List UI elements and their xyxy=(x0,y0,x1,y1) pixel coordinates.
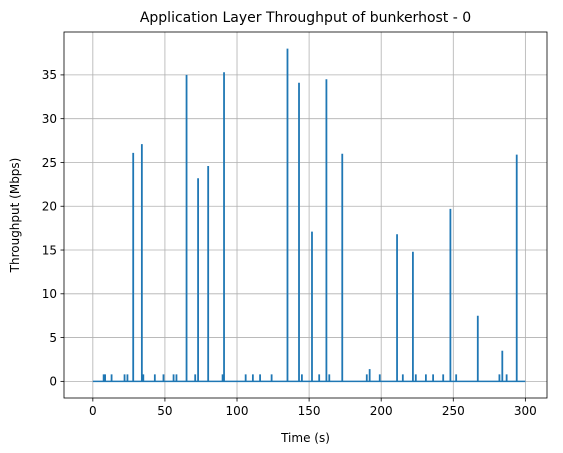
y-axis-label: Throughput (Mbps) xyxy=(8,158,22,274)
y-tick-label: 0 xyxy=(49,375,57,389)
x-tick-label: 50 xyxy=(157,404,172,418)
y-tick-label: 25 xyxy=(42,156,57,170)
chart-title: Application Layer Throughput of bunkerho… xyxy=(140,10,471,26)
y-tick-label: 20 xyxy=(42,200,57,214)
plot-frame xyxy=(63,31,548,399)
x-tick-label: 150 xyxy=(298,404,321,418)
plot-area xyxy=(92,48,526,383)
y-tick-label: 35 xyxy=(42,68,57,82)
x-tick-label: 200 xyxy=(370,404,393,418)
x-axis-ticks: 0 50 100 150 200 250 300 xyxy=(89,398,537,418)
x-tick-label: 300 xyxy=(514,404,537,418)
x-tick-label: 250 xyxy=(442,404,465,418)
y-axis-ticks: 0 5 10 15 20 25 30 35 xyxy=(42,68,64,389)
y-tick-label: 30 xyxy=(42,112,57,126)
x-axis-label: Time (s) xyxy=(280,431,330,445)
x-tick-label: 100 xyxy=(226,404,249,418)
y-tick-label: 15 xyxy=(42,243,57,257)
y-tick-label: 10 xyxy=(42,287,57,301)
x-tick-label: 0 xyxy=(89,404,97,418)
y-tick-label: 5 xyxy=(49,331,57,345)
grid xyxy=(64,32,547,398)
